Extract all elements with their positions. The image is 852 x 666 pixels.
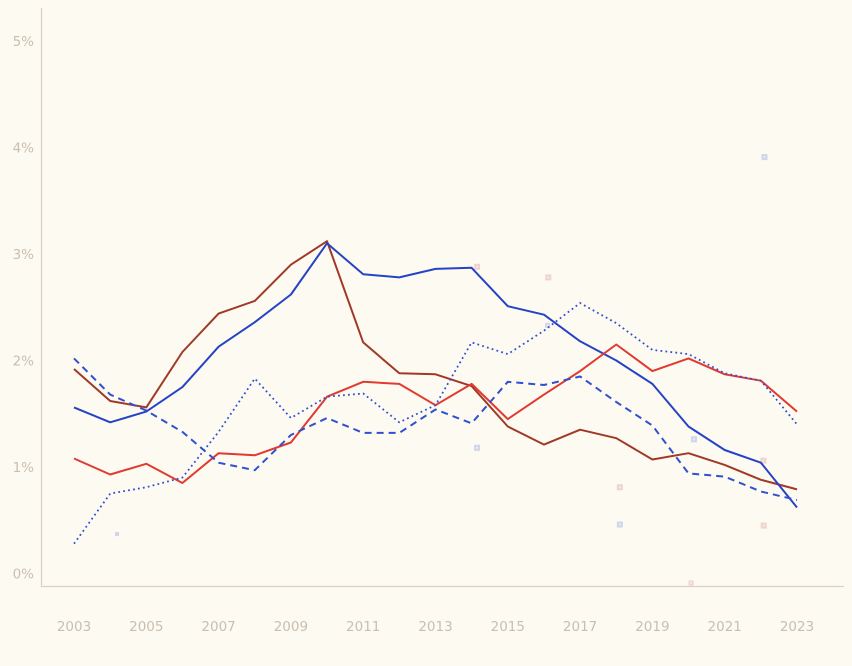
y-axis-tick-label: 2% <box>13 354 35 370</box>
scatter-marker-center <box>690 582 693 585</box>
x-axis-tick-label: 2019 <box>635 619 669 635</box>
scatter-marker-center <box>476 446 479 449</box>
scatter-marker-lavender <box>115 532 120 537</box>
y-axis-tick-label: 3% <box>13 247 35 263</box>
blue-dashed-line <box>73 357 798 501</box>
y-axis-tick-label: 1% <box>13 460 35 476</box>
scatter-marker-center <box>476 265 479 268</box>
scatter-marker-center <box>762 524 765 527</box>
scatter-marker-center <box>546 324 549 327</box>
x-axis-tick-label: 2007 <box>201 619 235 635</box>
x-axis-tick-label: 2023 <box>780 619 814 635</box>
scatter-marker-center <box>547 276 550 279</box>
y-axis-tick-label: 4% <box>13 141 35 157</box>
x-axis-tick-label: 2005 <box>129 619 163 635</box>
x-axis-tick-label: 2017 <box>563 619 597 635</box>
axis-lines <box>40 8 844 588</box>
blue-solid-line <box>73 242 798 509</box>
x-axis-tick-label: 2003 <box>57 619 91 635</box>
x-axis-tick-label: 2013 <box>418 619 452 635</box>
y-axis-tick-label: 5% <box>13 34 35 50</box>
scatter-marker-center <box>762 459 765 462</box>
scatter-marker-center <box>763 156 766 159</box>
x-axis-tick-label: 2015 <box>491 619 525 635</box>
scatter-marker-center <box>692 438 695 441</box>
scatter-marker-center <box>618 523 621 526</box>
scatter-marker-center <box>618 486 621 489</box>
x-axis-tick-label: 2011 <box>346 619 380 635</box>
dark-red-solid-line <box>73 240 798 491</box>
y-axis-tick-label: 0% <box>13 567 35 583</box>
blue-dotted-line <box>73 302 798 545</box>
x-axis-tick-label: 2009 <box>274 619 308 635</box>
x-axis-tick-label: 2021 <box>708 619 742 635</box>
